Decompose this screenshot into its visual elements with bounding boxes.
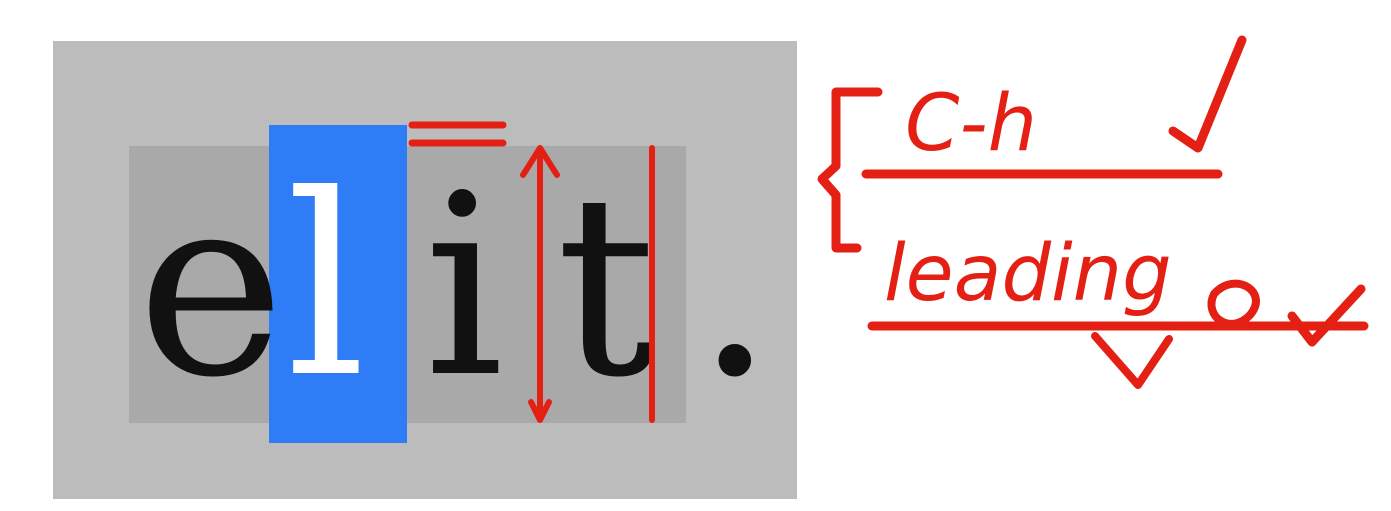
circle-mark xyxy=(1207,279,1260,328)
left-brace-mark xyxy=(817,87,883,253)
checkmark-bottom xyxy=(1287,284,1366,347)
glyph-period: . xyxy=(695,141,775,432)
glyph-e: e xyxy=(137,141,285,432)
annotation-top-label: C-h xyxy=(905,79,1037,169)
checkmark-top xyxy=(1168,35,1247,153)
text-line-box xyxy=(129,146,686,423)
v-mark xyxy=(1091,332,1173,389)
glyph-l-selected[interactable]: l xyxy=(286,141,366,432)
annotation-bottom-label: leading xyxy=(884,229,1172,319)
selection-highlight[interactable] xyxy=(269,125,407,443)
glyph-i: i xyxy=(424,141,504,432)
glyph-t: t xyxy=(556,141,657,432)
